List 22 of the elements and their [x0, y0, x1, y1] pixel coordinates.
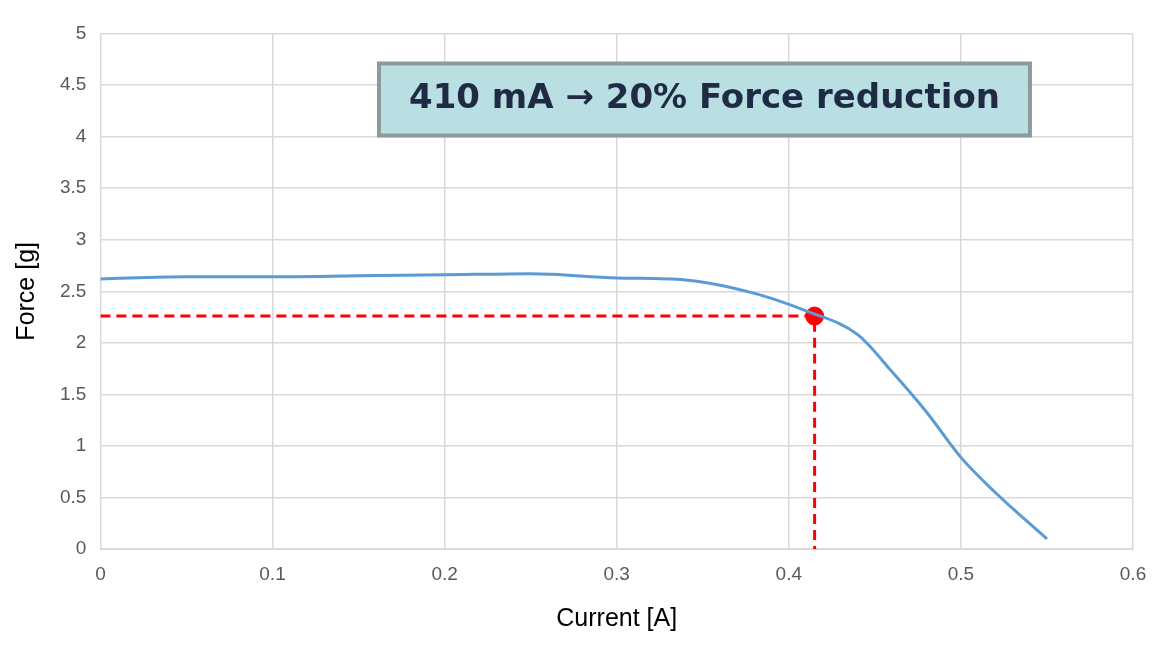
y-tick-label: 3.5 — [59, 176, 87, 198]
line-series — [100, 272, 1049, 541]
x-tick-label: 0.4 — [775, 562, 803, 584]
y-tick-label: 3 — [75, 227, 87, 249]
y-tick-label: 1 — [75, 434, 87, 456]
y-tick-label: 2 — [75, 331, 87, 353]
y-tick-label: 2.5 — [59, 279, 87, 301]
y-axis-title: Force [g] — [10, 241, 39, 341]
x-tick-label: 0.2 — [431, 562, 458, 584]
y-tick-label: 0.5 — [59, 485, 87, 507]
x-tick-label: 0 — [95, 562, 106, 584]
y-tick-label: 1.5 — [59, 382, 87, 404]
y-tick-label: 0 — [75, 537, 87, 559]
y-tick-label: 4.5 — [59, 73, 87, 95]
x-axis-title: Current [A] — [556, 602, 678, 631]
y-tick-label: 5 — [75, 21, 87, 43]
x-tick-label: 0.5 — [947, 562, 975, 584]
annotation: 410 mA → 20% Force reduction — [409, 76, 1000, 117]
x-tick-label: 0.1 — [259, 562, 286, 584]
x-tick-label: 0.3 — [603, 562, 630, 584]
x-tick-label: 0.6 — [1119, 562, 1147, 584]
y-tick-label: 4 — [75, 124, 87, 146]
